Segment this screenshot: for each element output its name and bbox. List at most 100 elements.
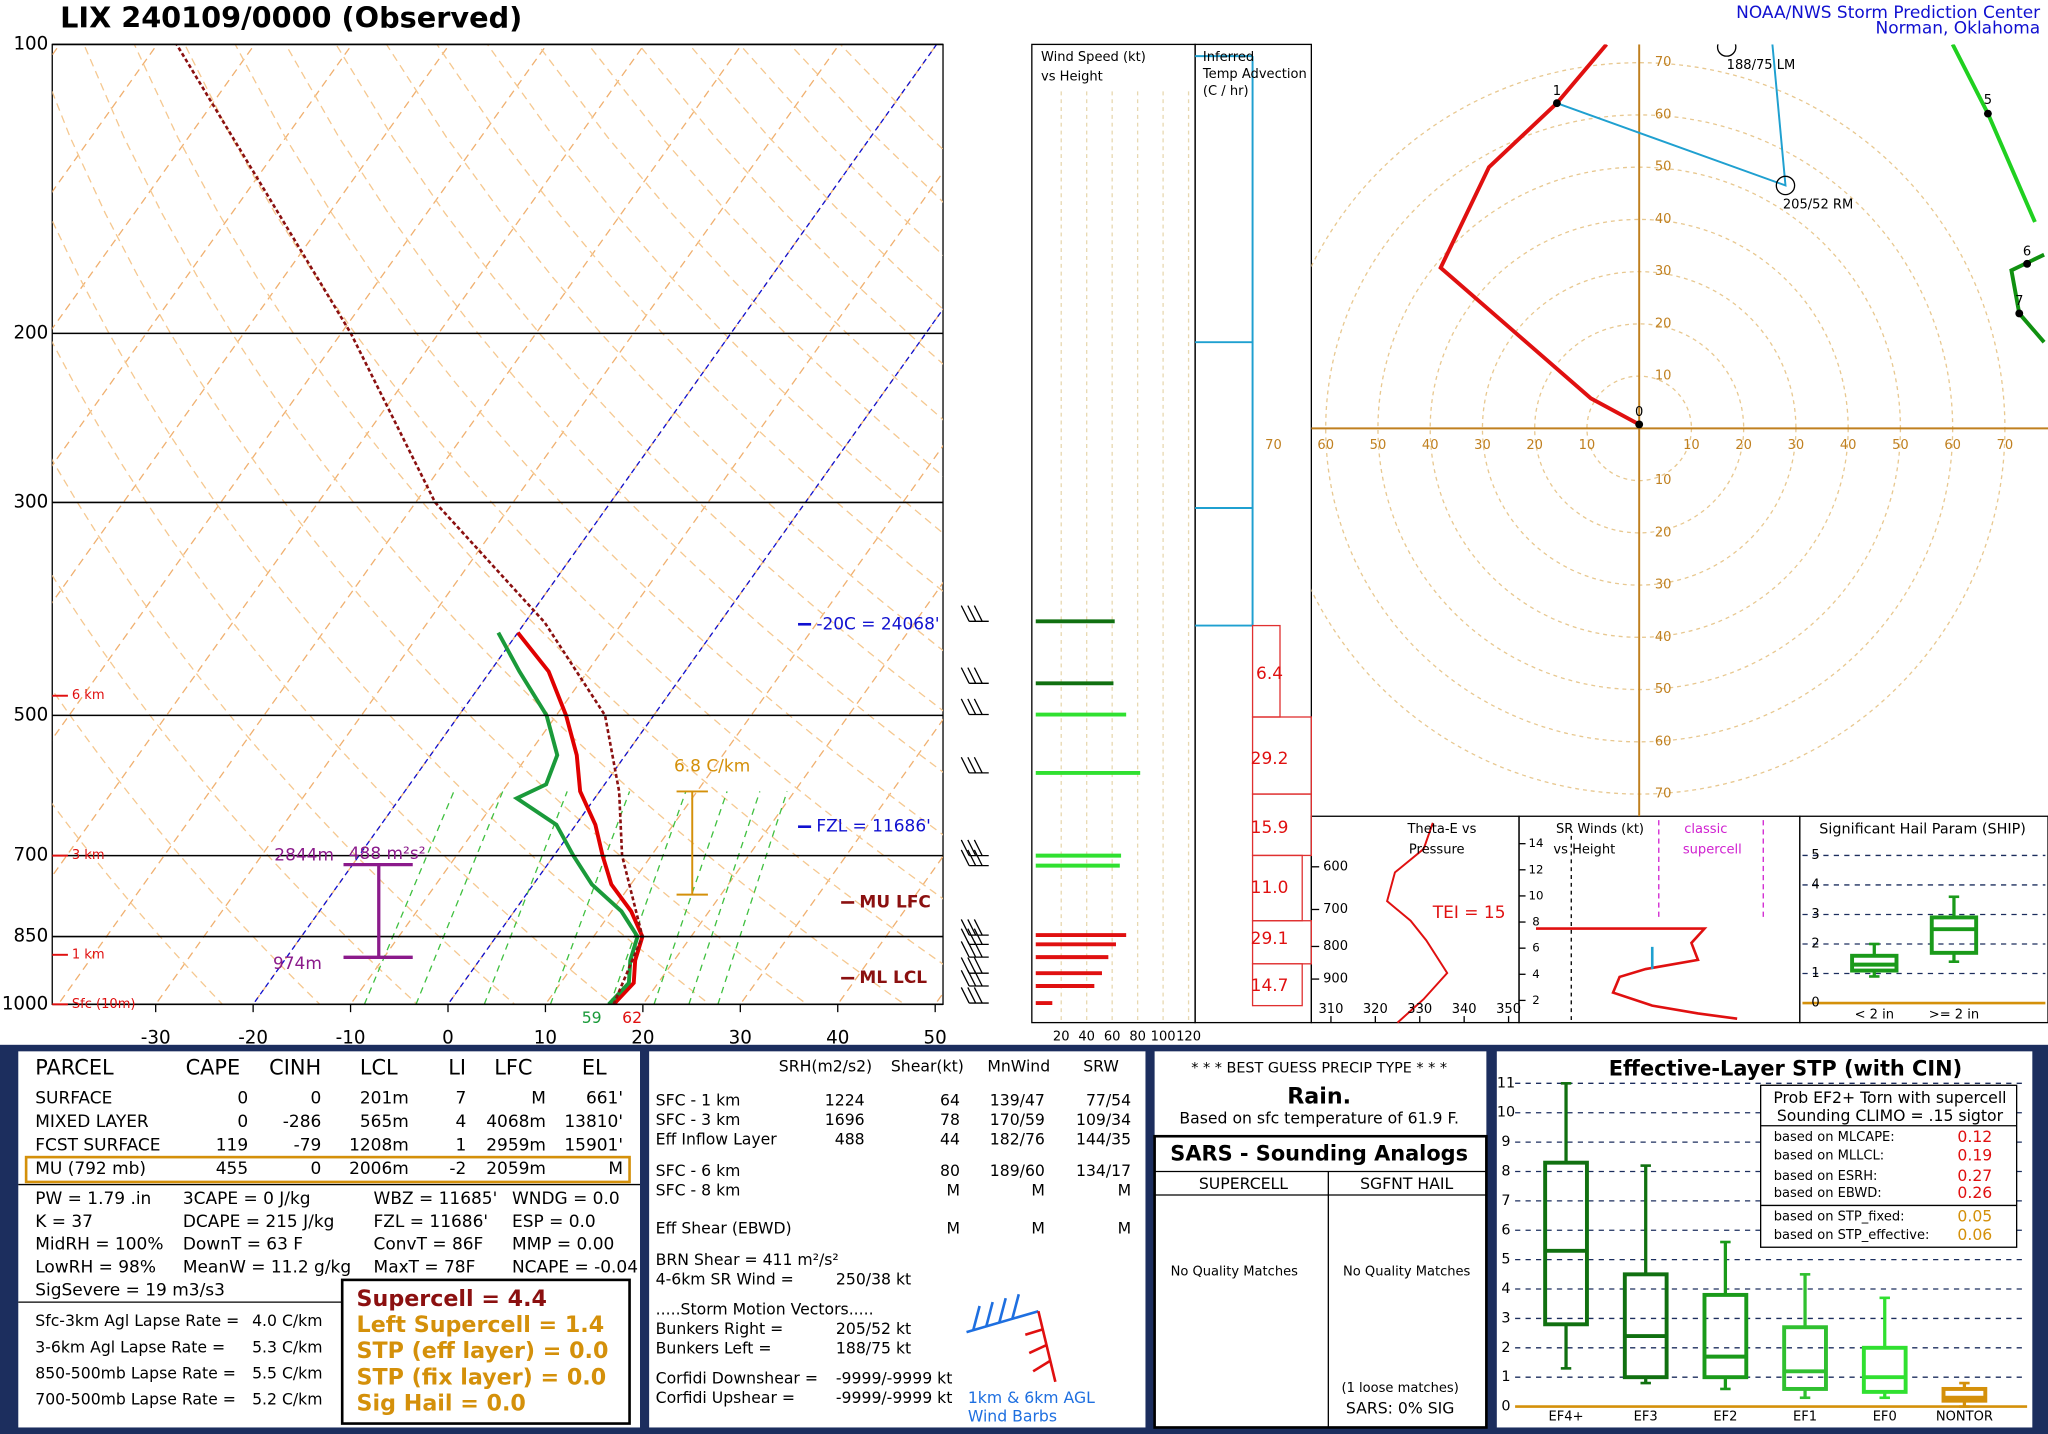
category-label: EF3 — [1634, 1410, 1658, 1425]
stp-tick-label: 1 — [1501, 1369, 1510, 1385]
hodo-tick-label: 30 — [1474, 438, 1491, 453]
advection-value: 14.7 — [1251, 976, 1289, 996]
pressure-tick-label: 600 — [1323, 859, 1348, 874]
ship-tick-label: 2 — [1811, 936, 1819, 951]
temp-tick-label: -20 — [238, 1027, 268, 1048]
index-value: NCAPE = -0.04 — [512, 1257, 638, 1277]
stp-tick-label: 8 — [1501, 1163, 1510, 1179]
box — [1941, 1386, 1988, 1403]
prob-value: 0.19 — [1957, 1145, 1992, 1164]
level-label: -20C = 24068' — [816, 614, 939, 634]
advection-value: 6.4 — [1256, 664, 1283, 684]
mixing-ratio — [415, 791, 504, 1005]
hodo-tick-label: 70 — [1655, 55, 1672, 70]
hodo-tick-label: 60 — [1655, 734, 1672, 749]
isotherm — [52, 44, 450, 604]
height-tick-label: 4 — [1532, 967, 1539, 981]
level-label: FZL = 11686' — [816, 817, 931, 837]
index-value: 3CAPE = 0 J/kg — [183, 1189, 311, 1209]
lapse-value: 5.5 C/km — [252, 1363, 322, 1382]
temp-tick-label: -30 — [141, 1027, 171, 1048]
height-label: Sfc (10m) — [72, 997, 136, 1012]
hodo-tick-label: 20 — [1735, 438, 1752, 453]
table-cell: M — [1118, 1181, 1132, 1200]
level-label: ML LCL — [859, 968, 927, 988]
height-tick-label: 8 — [1532, 915, 1539, 929]
lapse-label: Sfc-3km Agl Lapse Rate = — [35, 1311, 239, 1330]
temp-tick-label: 40 — [826, 1027, 849, 1048]
table-cell: 134/17 — [1076, 1161, 1131, 1180]
pressure-tick-label: 700 — [13, 845, 48, 866]
panel-title: SR Winds (kt) — [1556, 822, 1644, 837]
sars-box — [1153, 1134, 1488, 1429]
ship-tick-label: 4 — [1811, 877, 1819, 892]
table-cell: 144/35 — [1076, 1130, 1131, 1149]
wind-barb — [960, 698, 989, 716]
isotherm — [52, 44, 645, 878]
table-cell: M — [1031, 1218, 1045, 1237]
panel-title: vs Height — [1041, 70, 1103, 85]
table-cell: 201m — [360, 1088, 409, 1108]
table-header: Shear(kt) — [891, 1057, 964, 1076]
table-cell: 0 — [237, 1088, 248, 1108]
layer-label: SFC - 8 km — [656, 1181, 741, 1200]
height-tick-label: 6 — [1532, 941, 1539, 955]
mixing-ratio — [653, 791, 728, 1005]
prob-label: based on EBWD: — [1774, 1186, 1882, 1201]
table-cell: 4 — [455, 1112, 466, 1132]
index-value: MaxT = 78F — [374, 1257, 476, 1277]
pressure-tick-label: 1000 — [2, 993, 49, 1014]
table-cell: M — [946, 1218, 960, 1237]
box — [1543, 1160, 1589, 1327]
speed-tick-label: 80 — [1129, 1029, 1146, 1044]
table-cell: 2006m — [349, 1159, 409, 1179]
stp-tick-label: 6 — [1501, 1222, 1510, 1238]
lapse-value: 4.0 C/km — [252, 1311, 322, 1330]
barb-caption: 1km & 6km AGL — [968, 1388, 1095, 1407]
stp-tick-label: 11 — [1497, 1075, 1515, 1091]
hodograph-grid — [1311, 44, 2048, 817]
hodo-tick-label: 20 — [1655, 525, 1672, 540]
motion-label: Bunkers Right = — [656, 1319, 784, 1338]
table-cell: 1224 — [825, 1090, 865, 1109]
category-label: < 2 in — [1855, 1007, 1894, 1022]
table-cell: 64 — [940, 1090, 960, 1109]
prob-value: 0.05 — [1957, 1207, 1992, 1226]
theta-tick-label: 350 — [1496, 1002, 1521, 1017]
composite-box — [340, 1278, 631, 1425]
wind-barb — [960, 839, 989, 857]
sars-result: No Quality Matches — [1171, 1265, 1298, 1280]
hodo-low — [1438, 44, 1641, 427]
temp-tick-label: 0 — [442, 1027, 454, 1048]
motion-title: .....Storm Motion Vectors..... — [656, 1299, 874, 1318]
pressure-tick-label: 900 — [1323, 972, 1348, 987]
motion-value: 188/75 kt — [836, 1339, 911, 1358]
index-value: LowRH = 98% — [35, 1257, 156, 1277]
index-value: PW = 1.79 .in — [35, 1189, 151, 1209]
index-value: K = 37 — [35, 1212, 93, 1232]
temp-tick-label: 10 — [534, 1027, 557, 1048]
mixing-ratio — [363, 791, 455, 1005]
mixing-ratio — [609, 791, 687, 1005]
dewpoint-trace — [496, 631, 640, 1005]
sr-wind-label: 4-6km SR Wind = — [656, 1269, 794, 1288]
index-value: ESP = 0.0 — [512, 1212, 596, 1232]
height-tick-label: 14 — [1529, 836, 1544, 850]
table-cell: 13810' — [564, 1112, 623, 1132]
dry-adiabat — [52, 340, 614, 1005]
isotherm — [52, 44, 548, 741]
index-value: DCAPE = 215 J/kg — [183, 1212, 335, 1232]
wind-barb — [960, 957, 989, 974]
lapse-label: 6.8 C/km — [674, 757, 750, 777]
lapse-label: 850-500mb Lapse Rate = — [35, 1363, 236, 1382]
speed-tick-label: 100 — [1151, 1029, 1176, 1044]
table-header: SRH(m2/s2) — [779, 1057, 872, 1076]
skewt-plot — [52, 44, 944, 1005]
dry-adiabat — [52, 688, 321, 1005]
speed-tick-label: 20 — [1053, 1029, 1070, 1044]
index-value: MMP = 0.00 — [512, 1235, 614, 1255]
table-cell: 1208m — [349, 1135, 409, 1155]
table-cell: 170/59 — [990, 1110, 1045, 1129]
temp-advection-frame — [1194, 43, 1312, 1024]
table-cell: M — [946, 1181, 960, 1200]
